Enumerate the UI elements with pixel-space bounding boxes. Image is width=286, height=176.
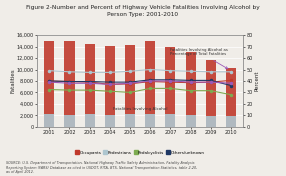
Bar xyxy=(125,114,135,127)
Bar xyxy=(85,44,95,127)
Bar xyxy=(64,42,75,127)
Y-axis label: Fatalities: Fatalities xyxy=(10,69,15,93)
Bar xyxy=(64,115,75,127)
Y-axis label: Percent: Percent xyxy=(254,71,259,91)
Bar xyxy=(105,115,115,127)
Bar xyxy=(186,52,196,127)
Bar xyxy=(105,46,115,127)
Bar xyxy=(206,60,216,127)
Bar xyxy=(145,42,155,127)
Text: SOURCE: U.S. Department of Transportation, National Highway Traffic Safety Admin: SOURCE: U.S. Department of Transportatio… xyxy=(6,161,197,174)
Text: Fatalities Involving Alcohol as
Percentage of Total Fatalities: Fatalities Involving Alcohol as Percenta… xyxy=(170,48,228,69)
Text: Fatalities Involving Alcohol: Fatalities Involving Alcohol xyxy=(113,107,167,111)
Bar xyxy=(85,114,95,127)
Bar xyxy=(44,42,54,127)
Legend: Occupants, Pedestrians, Pedalcyclists, Others/unknown: Occupants, Pedestrians, Pedalcyclists, O… xyxy=(74,149,206,156)
Bar xyxy=(165,114,176,127)
Bar xyxy=(125,45,135,127)
Bar xyxy=(44,114,54,127)
Bar xyxy=(165,47,176,127)
Bar xyxy=(186,115,196,127)
Bar xyxy=(206,116,216,127)
Bar xyxy=(226,68,236,127)
Bar xyxy=(145,114,155,127)
Text: Figure 2-Number and Percent of Highway Vehicle Fatalities Involving Alcohol by
P: Figure 2-Number and Percent of Highway V… xyxy=(26,5,260,17)
Bar xyxy=(226,116,236,127)
